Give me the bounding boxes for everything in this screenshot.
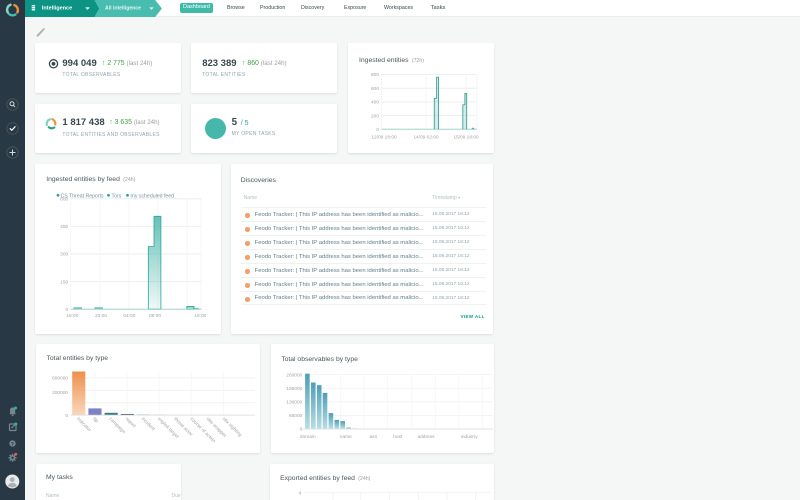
svg-text:600000: 600000 <box>52 375 68 381</box>
svg-text:my scheduled feed: my scheduled feed <box>131 193 175 199</box>
svg-text:report: report <box>124 416 138 430</box>
svg-text:18:00: 18:00 <box>194 313 206 319</box>
svg-text:09:00: 09:00 <box>149 313 161 319</box>
svg-text:address: address <box>418 434 436 440</box>
svg-text:200000: 200000 <box>52 390 68 396</box>
svg-text:200: 200 <box>370 113 378 119</box>
svg-text:host: host <box>393 434 403 440</box>
svg-text:domain: domain <box>300 434 316 440</box>
svg-text:ttp: ttp <box>91 416 99 424</box>
svg-text:400: 400 <box>370 100 378 106</box>
svg-text:450: 450 <box>60 224 68 230</box>
svg-text:0: 0 <box>66 307 69 313</box>
svg-text:130000: 130000 <box>286 399 302 405</box>
svg-text:14/09 02:00: 14/09 02:00 <box>413 135 439 141</box>
svg-text:indicator: indicator <box>75 416 92 433</box>
svg-text:800: 800 <box>370 72 378 78</box>
svg-text:industry: industry <box>461 434 478 440</box>
svg-text:65000: 65000 <box>289 413 303 419</box>
svg-text:0: 0 <box>300 426 303 432</box>
svg-text:15/09 18:00: 15/09 18:00 <box>453 135 479 141</box>
svg-text:150: 150 <box>60 279 68 285</box>
svg-text:CS Threat Reports: CS Threat Reports <box>61 193 105 199</box>
svg-text:18:00: 18:00 <box>66 313 78 319</box>
svg-text:name: name <box>340 435 352 440</box>
svg-text:incident: incident <box>140 416 156 432</box>
svg-text:Intelligence: Intelligence <box>42 6 72 12</box>
svg-text:12/09 18:00: 12/09 18:00 <box>371 135 397 141</box>
svg-text:260000: 260000 <box>286 372 302 378</box>
svg-text:600: 600 <box>370 86 378 92</box>
svg-text:Tors: Tors <box>112 193 122 199</box>
svg-text:4: 4 <box>298 490 301 496</box>
svg-text:300: 300 <box>60 252 68 258</box>
svg-text:0: 0 <box>376 127 379 133</box>
svg-text:All intelligence: All intelligence <box>105 6 141 12</box>
svg-text:23:00: 23:00 <box>95 313 107 319</box>
svg-text:asn: asn <box>370 435 378 440</box>
svg-text:04:00: 04:00 <box>123 313 135 319</box>
svg-text:?: ? <box>11 442 14 448</box>
svg-text:195000: 195000 <box>286 385 302 391</box>
svg-text:0: 0 <box>65 412 68 418</box>
svg-text:600: 600 <box>60 197 68 203</box>
